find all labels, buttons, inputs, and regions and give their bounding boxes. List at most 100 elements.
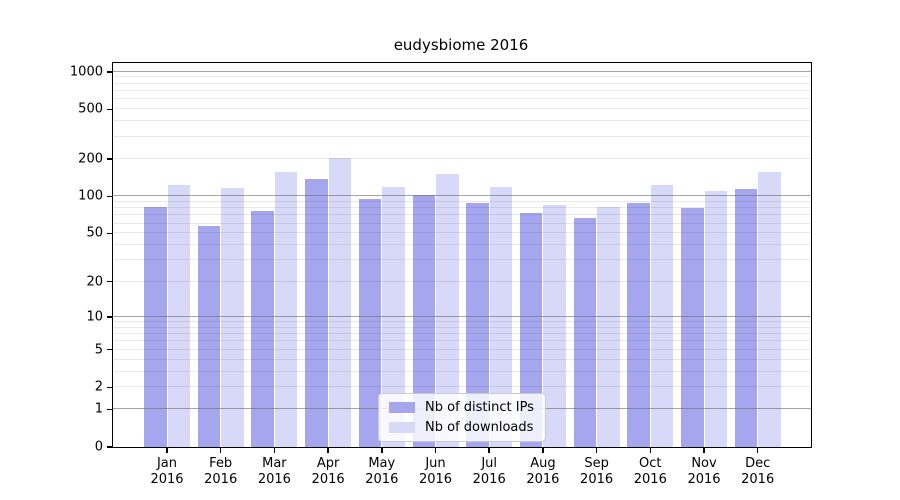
gridline-minor-7 — [113, 333, 811, 335]
legend-label-downloads: Nb of downloads — [425, 420, 534, 435]
x-tick-may — [381, 447, 383, 453]
x-label-jun: Jun 2016 — [419, 456, 452, 488]
x-label-month: Jul — [481, 456, 498, 471]
x-label-oct: Oct 2016 — [634, 456, 667, 488]
y-tick-label-0: 0 — [94, 439, 103, 455]
x-label-year: 2016 — [204, 472, 238, 487]
legend-swatch-downloads-icon — [389, 422, 415, 433]
bar-ips-jan — [144, 207, 167, 447]
x-label-month: May — [368, 456, 396, 471]
x-label-year: 2016 — [741, 472, 775, 487]
gridline-minor-30 — [113, 259, 811, 261]
y-tick-label-50: 50 — [86, 225, 103, 241]
x-label-month: Sep — [584, 456, 609, 471]
x-tick-feb — [219, 447, 222, 453]
bar-ips-nov — [681, 207, 704, 447]
x-label-year: 2016 — [580, 472, 614, 487]
y-tick-label-100: 100 — [78, 188, 103, 204]
x-label-year: 2016 — [150, 472, 184, 487]
x-label-month: Nov — [691, 456, 717, 471]
bar-downloads-mar — [274, 171, 298, 447]
x-label-year: 2016 — [257, 472, 291, 487]
x-tick-jan — [166, 447, 168, 453]
y-tick-label-200: 200 — [78, 151, 103, 167]
gridline-major-1000 — [113, 70, 811, 72]
gridline-minor-70 — [113, 214, 811, 216]
y-tick-label-10: 10 — [86, 309, 103, 325]
x-tick-oct — [649, 447, 652, 453]
x-label-year: 2016 — [418, 472, 453, 487]
x-label-jul: Jul 2016 — [473, 456, 506, 488]
x-label-month: Dec — [745, 456, 771, 471]
legend: Nb of distinct IPs Nb of downloads — [378, 393, 546, 442]
bar-ips-oct — [627, 202, 650, 447]
gridline-minor-900 — [113, 76, 811, 78]
bar-ips-apr — [305, 178, 328, 447]
x-tick-aug — [542, 447, 544, 453]
y-tick-1 — [107, 408, 113, 411]
y-tick-50 — [107, 232, 113, 235]
x-label-sep: Sep 2016 — [580, 456, 613, 488]
x-label-month: Apr — [316, 456, 340, 471]
bar-downloads-dec — [758, 172, 781, 447]
bar-ips-sep — [573, 217, 597, 447]
chart-title: eudysbiome 2016 — [393, 36, 529, 54]
gridline-minor-700 — [113, 90, 811, 92]
gridline-minor-60 — [113, 222, 811, 224]
gridline-minor-400 — [113, 120, 811, 122]
gridline-minor-50 — [113, 232, 811, 234]
y-tick-label-1: 1 — [94, 401, 103, 417]
x-label-aug: Aug 2016 — [526, 456, 559, 488]
x-tick-jul — [488, 447, 490, 453]
x-label-dec: Dec 2016 — [741, 456, 774, 488]
y-tick-20 — [107, 280, 113, 283]
x-label-month: Jan — [156, 456, 178, 471]
bar-ips-aug — [519, 212, 543, 447]
y-tick-200 — [107, 158, 113, 160]
gridline-minor-3 — [113, 370, 811, 372]
x-label-month: Mar — [262, 456, 287, 471]
gridline-minor-5 — [113, 348, 811, 350]
x-label-mar: Mar 2016 — [258, 456, 291, 488]
y-tick-0 — [107, 446, 113, 448]
bar-downloads-may — [382, 187, 405, 447]
x-label-year: 2016 — [365, 472, 399, 487]
plot-area: Nb of distinct IPs Nb of downloads 0 1 2 5 1… — [70, 62, 812, 487]
y-tick-1000 — [107, 71, 113, 73]
y-tick-5 — [107, 348, 113, 351]
y-tick-label-2: 2 — [94, 379, 103, 395]
x-tick-apr — [327, 447, 329, 453]
legend-item-downloads: Nb of downloads — [389, 420, 534, 435]
gridline-minor-8 — [113, 326, 811, 328]
x-label-apr: Apr 2016 — [312, 456, 345, 488]
gridline-minor-500 — [113, 108, 811, 110]
x-tick-sep — [595, 447, 598, 453]
gridline-major-10 — [113, 315, 811, 317]
x-tick-mar — [273, 447, 276, 453]
y-tick-label-500: 500 — [78, 101, 103, 117]
gridline-minor-600 — [113, 98, 811, 100]
gridline-minor-2 — [113, 386, 811, 388]
x-label-year: 2016 — [472, 472, 506, 487]
y-tick-500 — [107, 108, 113, 111]
x-label-year: 2016 — [687, 472, 721, 487]
gridline-minor-40 — [113, 244, 811, 246]
bar-downloads-aug — [543, 205, 566, 447]
x-label-month: Feb — [209, 456, 233, 471]
y-tick-label-5: 5 — [94, 342, 103, 358]
gridline-minor-300 — [113, 136, 811, 138]
x-label-year: 2016 — [633, 472, 667, 487]
x-label-month: Oct — [639, 456, 662, 471]
gridline-major-100 — [113, 195, 811, 197]
legend-label-distinct-ips: Nb of distinct IPs — [425, 400, 534, 415]
bar-downloads-jul — [489, 187, 513, 447]
gridline-minor-20 — [113, 280, 811, 282]
bar-downloads-feb — [221, 187, 244, 447]
bar-downloads-sep — [597, 207, 620, 447]
gridline-minor-200 — [113, 157, 811, 159]
x-label-year: 2016 — [311, 472, 345, 487]
gridline-minor-800 — [113, 82, 811, 84]
gridline-minor-4 — [113, 358, 811, 360]
y-tick-label-20: 20 — [86, 274, 103, 290]
